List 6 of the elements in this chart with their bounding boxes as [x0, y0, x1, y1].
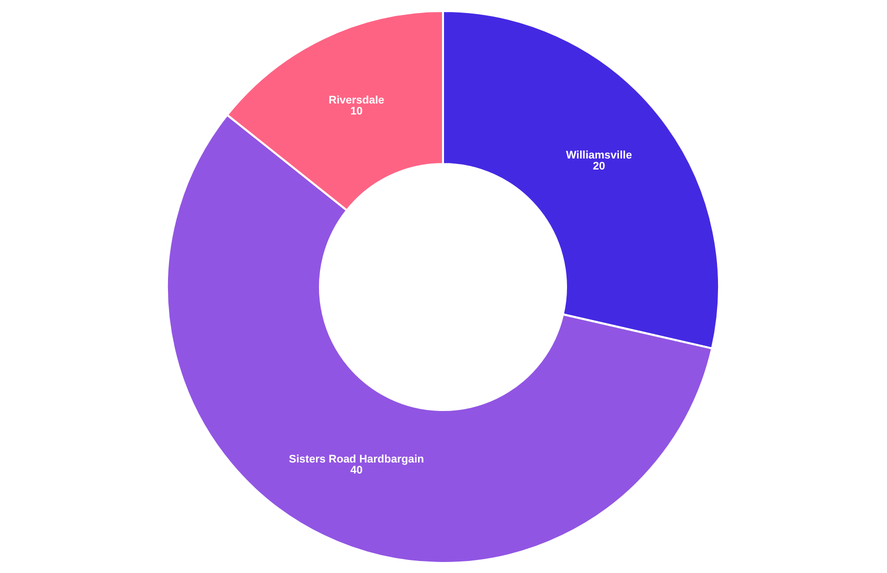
slice-label: Sisters Road Hardbargain [288, 454, 424, 466]
slice-label: Williamsville [566, 150, 632, 162]
data-label: 20 [592, 160, 606, 173]
slice-label: Riversdale [328, 94, 384, 106]
data-label: 40 [350, 464, 363, 477]
data-label: 10 [350, 105, 363, 118]
